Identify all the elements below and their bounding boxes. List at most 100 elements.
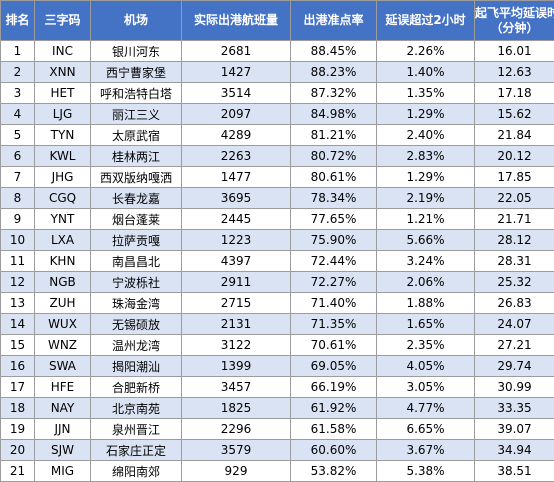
cell-airport: 长春龙嘉: [90, 187, 182, 209]
cell-rank: 2: [0, 61, 35, 83]
cell-punctuality: 72.27%: [290, 271, 377, 293]
table-row: 4 LJG 丽江三义 2097 84.98% 1.29% 15.62: [0, 103, 554, 125]
cell-rank: 16: [0, 355, 35, 377]
cell-punctuality: 71.35%: [290, 313, 377, 335]
cell-departures: 3579: [181, 439, 291, 461]
cell-punctuality: 53.82%: [290, 460, 377, 482]
cell-avg-delay: 28.31: [474, 250, 554, 272]
cell-departures: 1223: [181, 229, 291, 251]
cell-airport: 石家庄正定: [90, 439, 182, 461]
cell-avg-delay: 25.32: [474, 271, 554, 293]
cell-rank: 15: [0, 334, 35, 356]
cell-delay-over-2h: 2.19%: [376, 187, 475, 209]
cell-iata-code: SJW: [34, 439, 91, 461]
cell-departures: 2445: [181, 208, 291, 230]
cell-rank: 13: [0, 292, 35, 314]
cell-airport: 银川河东: [90, 40, 182, 62]
cell-iata-code: HFE: [34, 376, 91, 398]
cell-avg-delay: 16.01: [474, 40, 554, 62]
cell-punctuality: 61.92%: [290, 397, 377, 419]
cell-airport: 西双版纳嘎洒: [90, 166, 182, 188]
cell-delay-over-2h: 3.05%: [376, 376, 475, 398]
table-row: 19 JJN 泉州晋江 2296 61.58% 6.65% 39.07: [0, 418, 554, 440]
cell-rank: 11: [0, 250, 35, 272]
cell-delay-over-2h: 1.29%: [376, 166, 475, 188]
table-row: 1 INC 银川河东 2681 88.45% 2.26% 16.01: [0, 40, 554, 62]
cell-rank: 20: [0, 439, 35, 461]
cell-punctuality: 80.61%: [290, 166, 377, 188]
cell-departures: 2715: [181, 292, 291, 314]
header-row: 排名 三字码 机场 实际出港航班量 出港准点率 延误超过2小时 起飞平均延误时长…: [0, 0, 554, 41]
cell-punctuality: 70.61%: [290, 334, 377, 356]
table-row: 6 KWL 桂林两江 2263 80.72% 2.83% 20.12: [0, 145, 554, 167]
cell-airport: 烟台蓬莱: [90, 208, 182, 230]
cell-delay-over-2h: 2.83%: [376, 145, 475, 167]
table-row: 5 TYN 太原武宿 4289 81.21% 2.40% 21.84: [0, 124, 554, 146]
cell-rank: 12: [0, 271, 35, 293]
cell-iata-code: NGB: [34, 271, 91, 293]
cell-delay-over-2h: 2.26%: [376, 40, 475, 62]
cell-punctuality: 71.40%: [290, 292, 377, 314]
cell-rank: 18: [0, 397, 35, 419]
cell-iata-code: TYN: [34, 124, 91, 146]
cell-punctuality: 87.32%: [290, 82, 377, 104]
table-row: 12 NGB 宁波栎社 2911 72.27% 2.06% 25.32: [0, 271, 554, 293]
cell-iata-code: XNN: [34, 61, 91, 83]
cell-rank: 17: [0, 376, 35, 398]
cell-rank: 21: [0, 460, 35, 482]
table-row: 17 HFE 合肥新桥 3457 66.19% 3.05% 30.99: [0, 376, 554, 398]
cell-punctuality: 72.44%: [290, 250, 377, 272]
cell-avg-delay: 17.18: [474, 82, 554, 104]
header-avg-delay-line2: （分钟）: [490, 20, 539, 35]
cell-avg-delay: 21.84: [474, 124, 554, 146]
cell-rank: 7: [0, 166, 35, 188]
cell-avg-delay: 17.85: [474, 166, 554, 188]
cell-avg-delay: 12.63: [474, 61, 554, 83]
cell-avg-delay: 20.12: [474, 145, 554, 167]
cell-avg-delay: 24.07: [474, 313, 554, 335]
cell-departures: 2097: [181, 103, 291, 125]
cell-punctuality: 60.60%: [290, 439, 377, 461]
cell-delay-over-2h: 6.65%: [376, 418, 475, 440]
cell-punctuality: 88.45%: [290, 40, 377, 62]
cell-departures: 1477: [181, 166, 291, 188]
table-row: 11 KHN 南昌昌北 4397 72.44% 3.24% 28.31: [0, 250, 554, 272]
table-row: 18 NAY 北京南苑 1825 61.92% 4.77% 33.35: [0, 397, 554, 419]
cell-departures: 1399: [181, 355, 291, 377]
header-iata-code: 三字码: [34, 0, 91, 41]
cell-departures: 3514: [181, 82, 291, 104]
cell-delay-over-2h: 3.67%: [376, 439, 475, 461]
cell-iata-code: INC: [34, 40, 91, 62]
table-row: 16 SWA 揭阳潮汕 1399 69.05% 4.05% 29.74: [0, 355, 554, 377]
cell-departures: 1427: [181, 61, 291, 83]
cell-departures: 2131: [181, 313, 291, 335]
cell-avg-delay: 28.12: [474, 229, 554, 251]
cell-airport: 合肥新桥: [90, 376, 182, 398]
cell-delay-over-2h: 5.38%: [376, 460, 475, 482]
cell-punctuality: 61.58%: [290, 418, 377, 440]
cell-iata-code: WNZ: [34, 334, 91, 356]
cell-iata-code: JHG: [34, 166, 91, 188]
table-row: 21 MIG 绵阳南郊 929 53.82% 5.38% 38.51: [0, 460, 554, 482]
cell-rank: 9: [0, 208, 35, 230]
header-airport: 机场: [90, 0, 182, 41]
table-body: 1 INC 银川河东 2681 88.45% 2.26% 16.01 2 XNN 西宁曹家堡 142…: [0, 40, 554, 482]
cell-airport: 珠海金湾: [90, 292, 182, 314]
header-punctuality: 出港准点率: [290, 0, 377, 41]
cell-avg-delay: 21.71: [474, 208, 554, 230]
cell-iata-code: ZUH: [34, 292, 91, 314]
cell-departures: 3122: [181, 334, 291, 356]
cell-rank: 10: [0, 229, 35, 251]
cell-iata-code: KHN: [34, 250, 91, 272]
table-row: 3 HET 呼和浩特白塔 3514 87.32% 1.35% 17.18: [0, 82, 554, 104]
table-row: 14 WUX 无锡硕放 2131 71.35% 1.65% 24.07: [0, 313, 554, 335]
cell-departures: 1825: [181, 397, 291, 419]
cell-rank: 19: [0, 418, 35, 440]
cell-delay-over-2h: 1.35%: [376, 82, 475, 104]
cell-airport: 北京南苑: [90, 397, 182, 419]
table-row: 7 JHG 西双版纳嘎洒 1477 80.61% 1.29% 17.85: [0, 166, 554, 188]
cell-departures: 2681: [181, 40, 291, 62]
table-row: 13 ZUH 珠海金湾 2715 71.40% 1.88% 26.83: [0, 292, 554, 314]
cell-delay-over-2h: 5.66%: [376, 229, 475, 251]
cell-iata-code: LJG: [34, 103, 91, 125]
